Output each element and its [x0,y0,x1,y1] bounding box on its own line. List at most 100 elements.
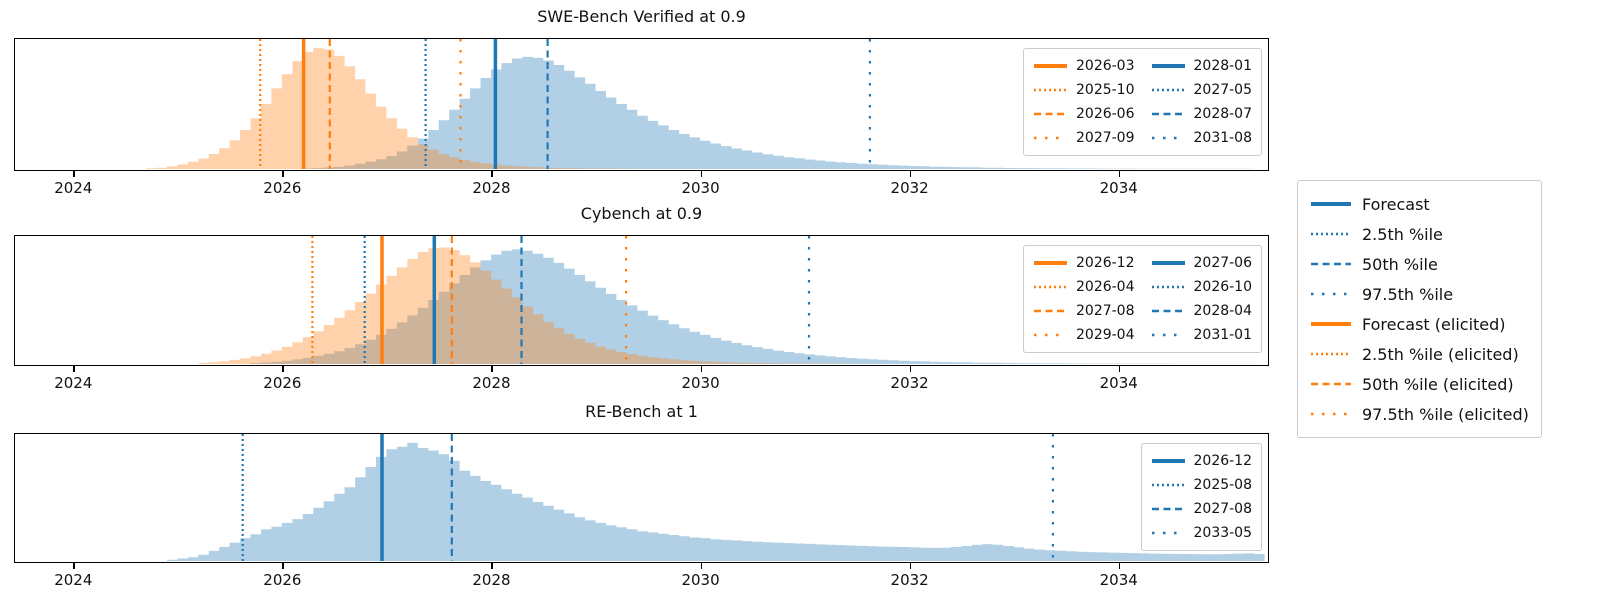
legend-label: 2025-10 [1076,82,1135,98]
x-tick-mark [73,366,75,372]
legend-row: 2028-01 [1151,54,1253,78]
panel-legend: 2026-12 2025-08 2027-08 2033-05 [1140,443,1262,551]
legend-row: 2026-06 [1033,102,1135,126]
x-tick-label: 2034 [1099,179,1138,197]
legend-label: 2026-12 [1076,255,1135,271]
legend-label: 2025-08 [1193,477,1253,493]
x-tick-mark [909,366,912,372]
x-tick-mark [491,366,493,372]
solid-line-swatch [1034,261,1067,265]
legend-row: Forecast (elicited) [1310,309,1529,339]
legend-column: 2026-03 2025-10 2026-06 2027-09 [1033,54,1135,150]
x-tick-mark [282,563,284,569]
legend-row: 2029-04 [1033,323,1135,347]
legend-label: 2027-05 [1193,82,1253,98]
legend-column: 2026-12 2026-04 2027-08 2029-04 [1033,251,1135,347]
legend-label: 2028-01 [1193,58,1253,74]
x-tick-label: 2030 [681,179,720,197]
legend-row: Forecast [1310,189,1529,219]
legend-label: 50th %ile (elicited) [1362,374,1514,394]
dashed-line-swatch [1311,382,1351,386]
legend-label: 2028-04 [1193,303,1253,319]
main-legend: Forecast 2.5th %ile 50th %ile 97.5th %ile Fo… [1297,180,1542,438]
legend-label: 2026-10 [1193,279,1253,295]
legend-column: 2026-12 2025-08 2027-08 2033-05 [1151,449,1253,545]
x-tick-label: 2032 [890,374,929,392]
legend-row: 2027-08 [1033,299,1135,323]
legend-label: 2026-12 [1193,453,1253,469]
histogram-forecast-elicited- [198,247,868,364]
panel-legend: 2026-03 2025-10 2026-06 2027-09 2028-01 2027-… [1023,48,1262,156]
dashed-line-swatch [1151,112,1185,116]
legend-label: 2026-06 [1076,106,1135,122]
solid-line-swatch [1311,202,1351,206]
x-tick-mark [909,563,912,569]
sparse-line-swatch [1151,333,1185,337]
x-tick-mark [700,366,703,372]
x-tick-mark [1118,366,1121,372]
x-tick-mark [491,563,493,569]
legend-row: 97.5th %ile (elicited) [1310,399,1529,429]
histogram-forecast [302,56,1255,169]
panel-title-swe-bench: SWE-Bench Verified at 0.9 [537,7,746,26]
x-tick-mark [1118,563,1121,569]
legend-row: 2.5th %ile [1310,219,1529,249]
legend-label: 2027-06 [1193,255,1253,271]
legend-label: 2027-08 [1076,303,1135,319]
legend-label: 2028-07 [1193,106,1253,122]
legend-label: 2029-04 [1076,327,1135,343]
histogram-forecast [166,442,1265,561]
x-tick-label: 2024 [54,571,93,589]
dotted-line-swatch [1151,483,1185,487]
legend-column: 2027-06 2026-10 2028-04 2031-01 [1151,251,1253,347]
dashed-line-swatch [1151,309,1185,313]
solid-line-swatch [1151,261,1185,265]
legend-label: 2031-08 [1193,130,1253,146]
dotted-line-swatch [1151,285,1185,289]
panel-title-cybench: Cybench at 0.9 [580,204,703,223]
legend-row: 2031-08 [1151,126,1253,150]
histogram-canvas [198,236,1255,364]
x-tick-label: 2034 [1099,571,1138,589]
histogram-canvas [166,434,1265,561]
histogram-forecast [250,249,1255,364]
legend-row: 2031-01 [1151,323,1252,347]
histogram-forecast-elicited- [146,48,659,169]
x-tick-label: 2024 [54,179,93,197]
legend-column: 2028-01 2027-05 2028-07 2031-08 [1151,54,1253,150]
x-tick-label: 2032 [890,179,929,197]
x-tick-mark [73,171,75,177]
dashed-line-swatch [1151,507,1185,511]
dashed-line-swatch [1034,309,1067,313]
legend-row: 2028-07 [1151,102,1253,126]
sparse-line-swatch [1034,333,1067,337]
x-tick-label: 2028 [472,179,511,197]
x-tick-label: 2030 [681,374,720,392]
legend-row: 2027-05 [1151,78,1253,102]
legend-label: 97.5th %ile (elicited) [1362,404,1529,424]
panel-title-re-bench: RE-Bench at 1 [585,402,698,421]
x-tick-label: 2032 [890,571,929,589]
legend-row: 2027-06 [1151,251,1253,275]
x-tick-mark [491,171,493,177]
legend-row: 50th %ile [1310,249,1529,279]
sparse-line-swatch [1034,136,1067,140]
x-tick-mark [282,366,284,372]
legend-label: Forecast (elicited) [1362,314,1506,334]
sparse-line-swatch [1311,412,1351,416]
legend-row: 2028-04 [1151,299,1253,323]
sparse-line-swatch [1151,531,1185,535]
legend-label: 2027-08 [1193,501,1253,517]
x-tick-label: 2034 [1099,374,1138,392]
legend-row: 2026-12 [1033,251,1135,275]
dashed-line-swatch [1311,262,1351,266]
x-tick-label: 2024 [54,374,93,392]
x-tick-label: 2026 [263,571,302,589]
legend-label: Forecast [1362,194,1430,214]
legend-label: 50th %ile [1362,254,1438,274]
x-tick-label: 2026 [263,179,302,197]
plot-re-bench [14,433,1269,563]
legend-label: 2027-09 [1076,130,1135,146]
legend-row: 2026-04 [1033,275,1135,299]
